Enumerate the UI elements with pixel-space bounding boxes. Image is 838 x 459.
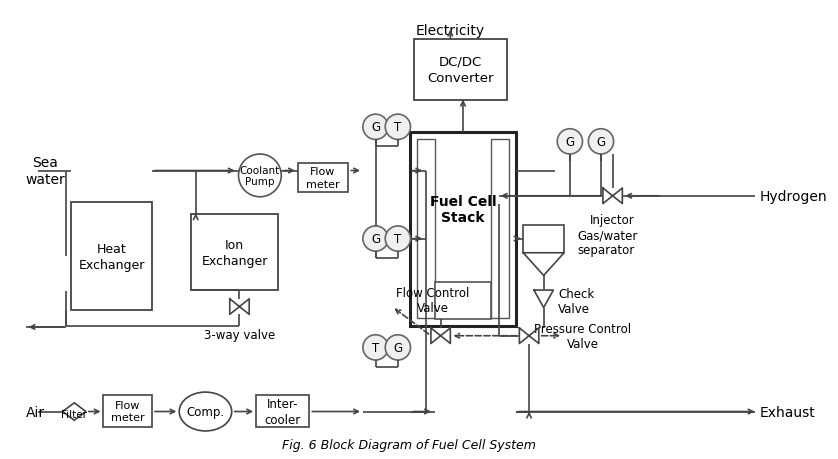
Text: Hydrogen: Hydrogen [759,190,827,203]
Bar [415,40,507,101]
Circle shape [588,129,613,155]
Polygon shape [603,189,623,204]
Text: G: G [371,233,380,246]
Text: Heat
Exchanger: Heat Exchanger [79,242,145,271]
Text: Gas/water
separator: Gas/water separator [577,229,638,257]
Text: Comp.: Comp. [186,405,225,418]
Bar [410,132,516,326]
Text: T: T [372,341,379,354]
Text: Flow
meter: Flow meter [306,167,340,189]
Circle shape [239,155,282,197]
Text: Pressure Control
Valve: Pressure Control Valve [534,322,631,350]
Polygon shape [63,403,86,420]
Text: G: G [371,121,380,134]
Polygon shape [230,299,249,315]
Polygon shape [523,253,564,276]
Text: Flow
meter: Flow meter [111,400,144,422]
Text: G: G [393,341,402,354]
Text: T: T [394,121,401,134]
Bar [435,283,491,319]
Text: G: G [566,135,574,149]
Circle shape [363,115,388,140]
Polygon shape [520,328,539,344]
Text: Air: Air [26,405,44,419]
Polygon shape [431,328,450,344]
Bar [103,395,152,427]
Text: DC/DC
Converter: DC/DC Converter [427,56,494,85]
Bar [191,215,278,291]
Text: Exhaust: Exhaust [759,405,815,419]
Text: Electricity: Electricity [416,24,485,38]
Text: Coolant
Pump: Coolant Pump [240,165,280,187]
Text: Check
Valve: Check Valve [558,287,594,315]
Circle shape [557,129,582,155]
Circle shape [385,115,411,140]
Text: 3-way valve: 3-way valve [204,328,275,341]
Circle shape [363,335,388,360]
Text: Fig. 6 Block Diagram of Fuel Cell System: Fig. 6 Block Diagram of Fuel Cell System [282,438,535,451]
Bar [256,395,309,427]
Bar [71,202,152,311]
Ellipse shape [179,392,231,431]
Text: Filter: Filter [61,409,87,420]
Bar [491,140,509,319]
Text: Ion
Exchanger: Ion Exchanger [201,238,268,267]
Text: Inter-
cooler: Inter- cooler [265,397,301,425]
Text: Fuel Cell
Stack: Fuel Cell Stack [430,195,496,225]
Polygon shape [534,291,553,308]
Circle shape [385,226,411,252]
Text: G: G [597,135,606,149]
Text: Injector: Injector [590,214,635,227]
Text: Sea
water: Sea water [26,156,65,186]
Bar [297,163,349,192]
Bar [417,140,435,319]
Circle shape [363,226,388,252]
Circle shape [385,335,411,360]
Text: T: T [394,233,401,246]
Bar [523,225,564,253]
Text: Flow Control
Valve: Flow Control Valve [396,287,469,315]
